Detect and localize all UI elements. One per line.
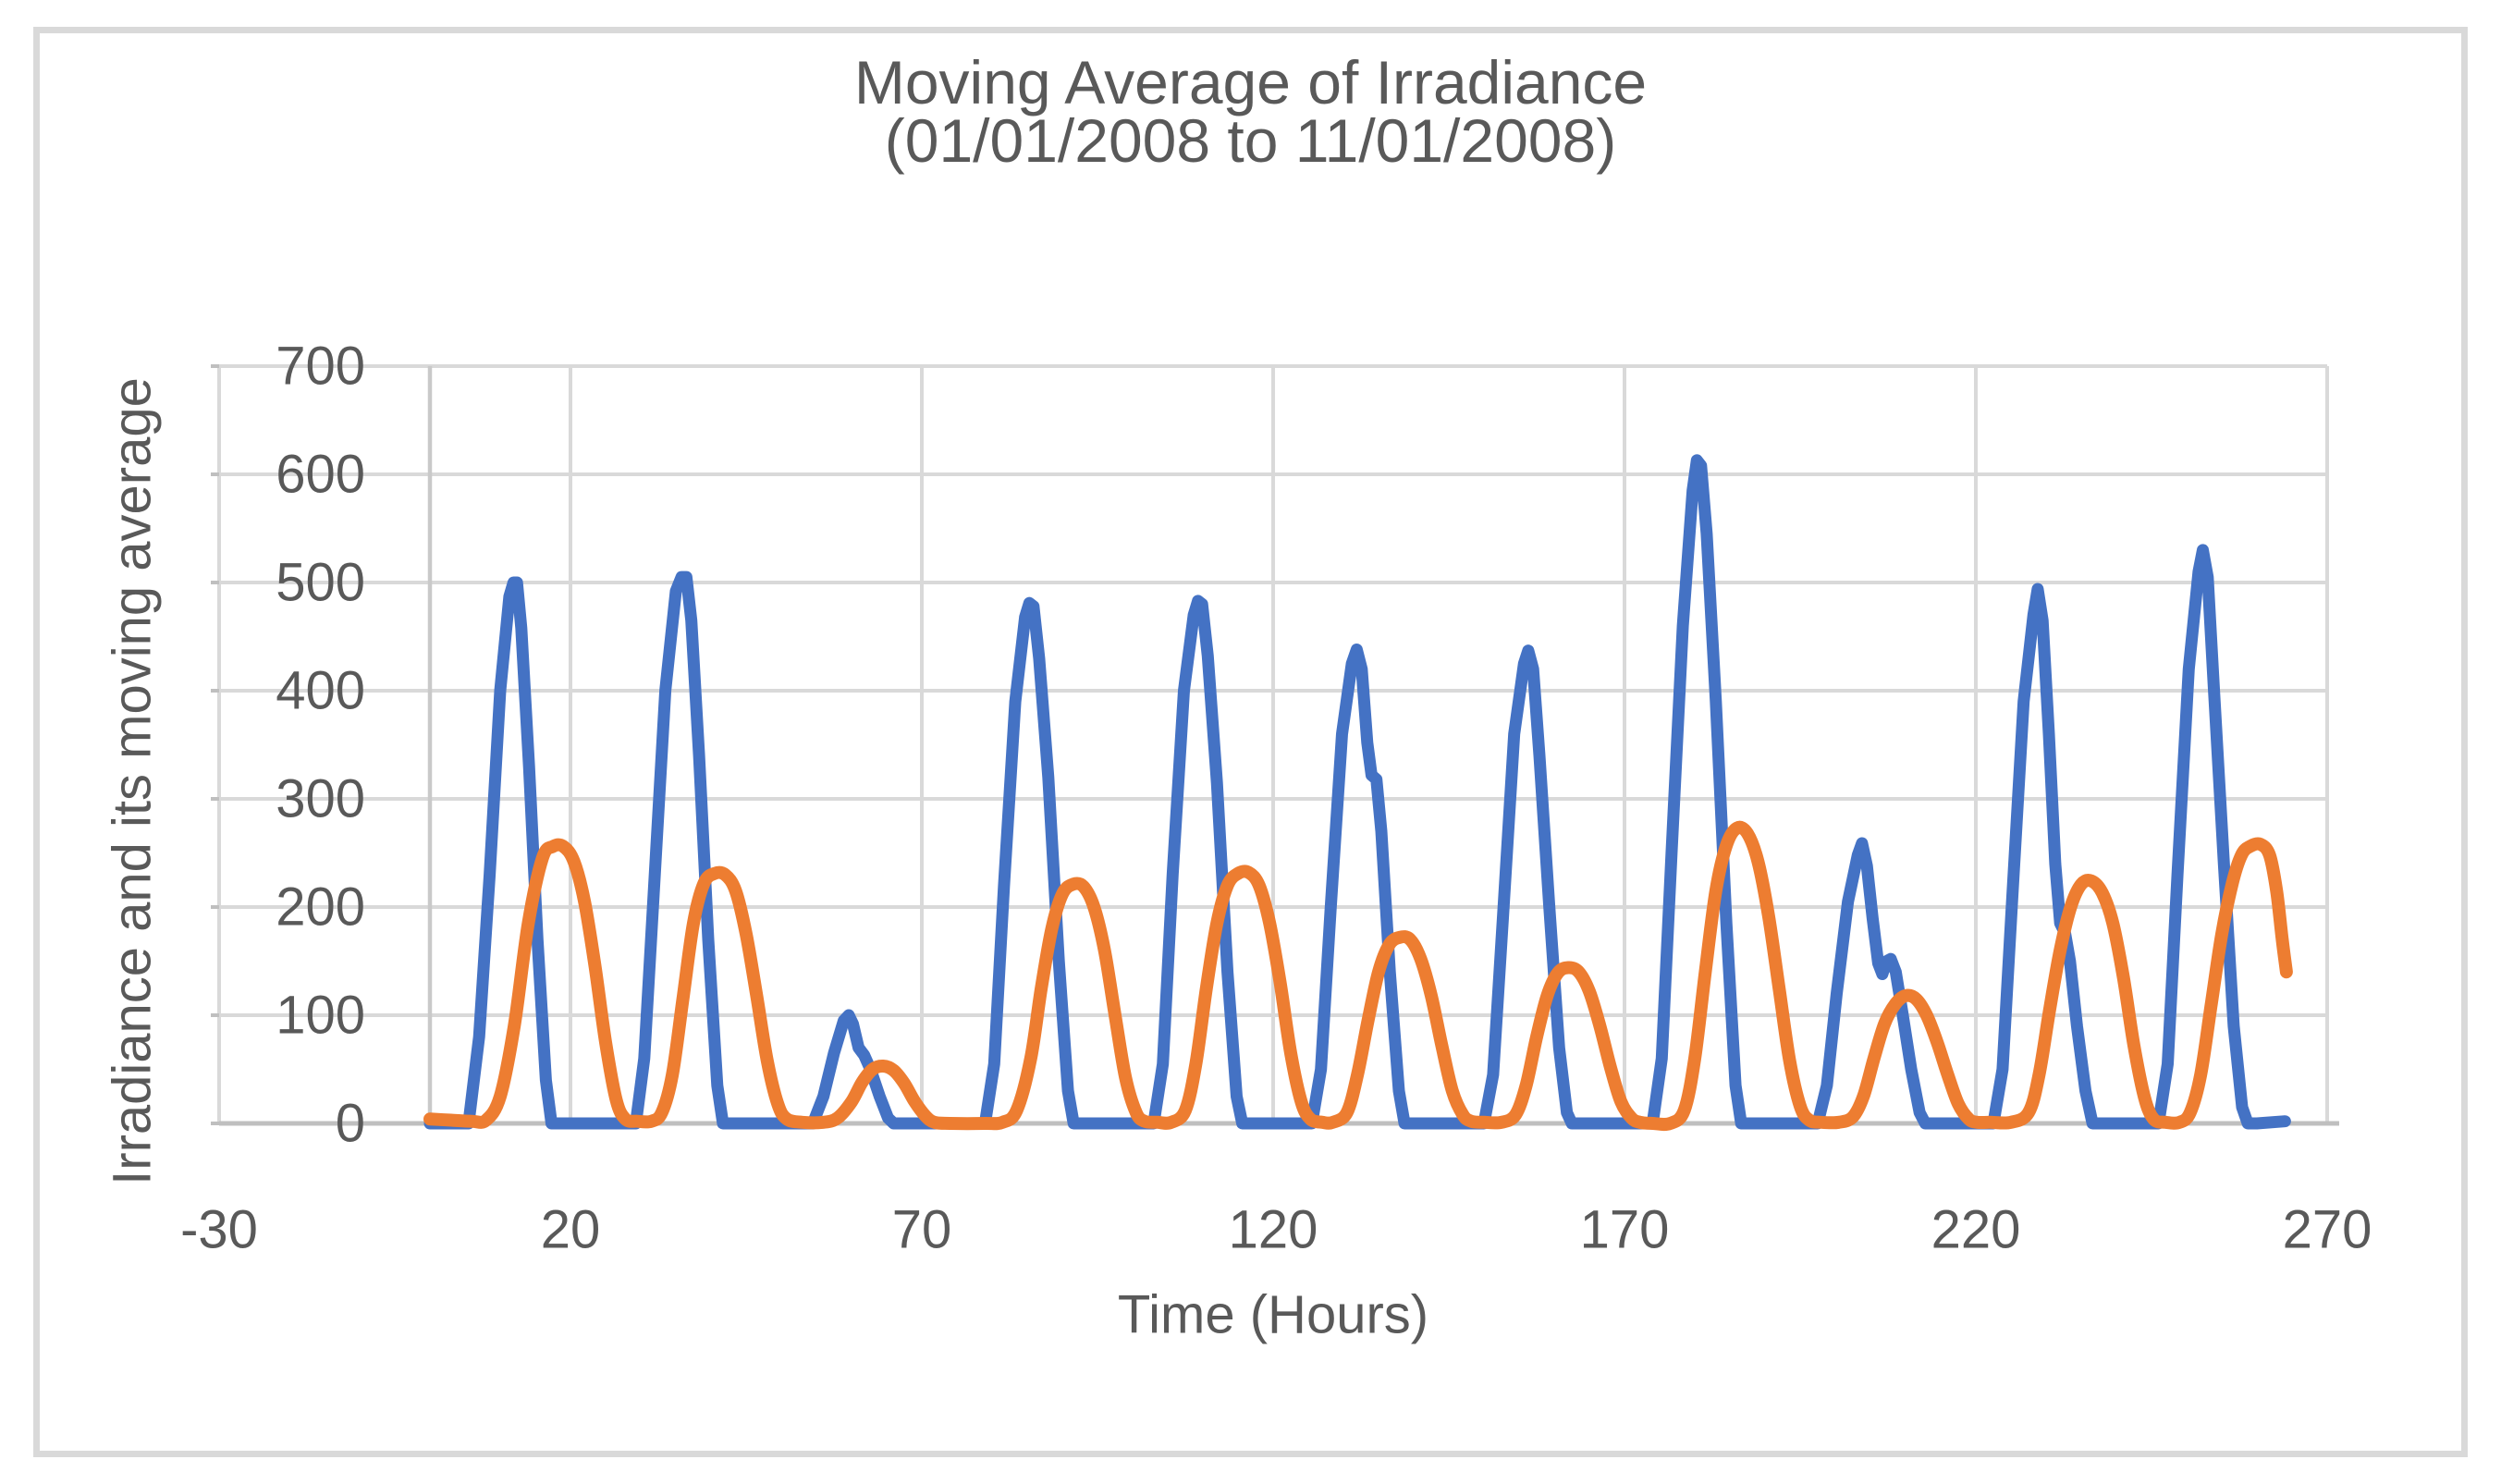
x-tick-label: 270 — [2282, 1199, 2372, 1260]
series-line-irradiance — [423, 454, 2291, 1130]
chart-title: Moving Average of Irradiance (01/01/2008… — [0, 48, 2501, 175]
chart-frame — [33, 27, 2468, 1457]
y-tick-label: 600 — [276, 444, 365, 505]
series-line-its-moving-average — [423, 820, 2293, 1132]
y-tick-label: 200 — [276, 877, 365, 938]
y-tick-label: 400 — [276, 660, 365, 721]
x-tick-label: 120 — [1228, 1199, 1318, 1260]
series-irradiance-line — [423, 454, 2291, 1130]
x-axis-title: Time (Hours) — [1117, 1284, 1429, 1345]
chart-title-line2: (01/01/2008 to 11/01/2008) — [884, 106, 1617, 175]
x-tick-label: 220 — [1931, 1199, 2021, 1260]
x-tick-label: 20 — [540, 1199, 601, 1260]
x-tick-label: 70 — [891, 1199, 952, 1260]
y-axis-title: Irradiance and its moving average — [102, 377, 163, 1185]
chart-title-line1: Moving Average of Irradiance — [853, 48, 1648, 117]
y-tick-label: 700 — [276, 336, 365, 397]
x-tick-label: -30 — [180, 1199, 258, 1260]
y-tick-label: 100 — [276, 985, 365, 1046]
x-tick-label: 170 — [1579, 1199, 1670, 1260]
y-tick-label: 0 — [335, 1093, 365, 1154]
y-tick-label: 300 — [276, 768, 365, 829]
y-tick-label: 500 — [276, 552, 365, 613]
gridlines — [211, 364, 2329, 1125]
series-moving-average-line — [423, 820, 2293, 1132]
